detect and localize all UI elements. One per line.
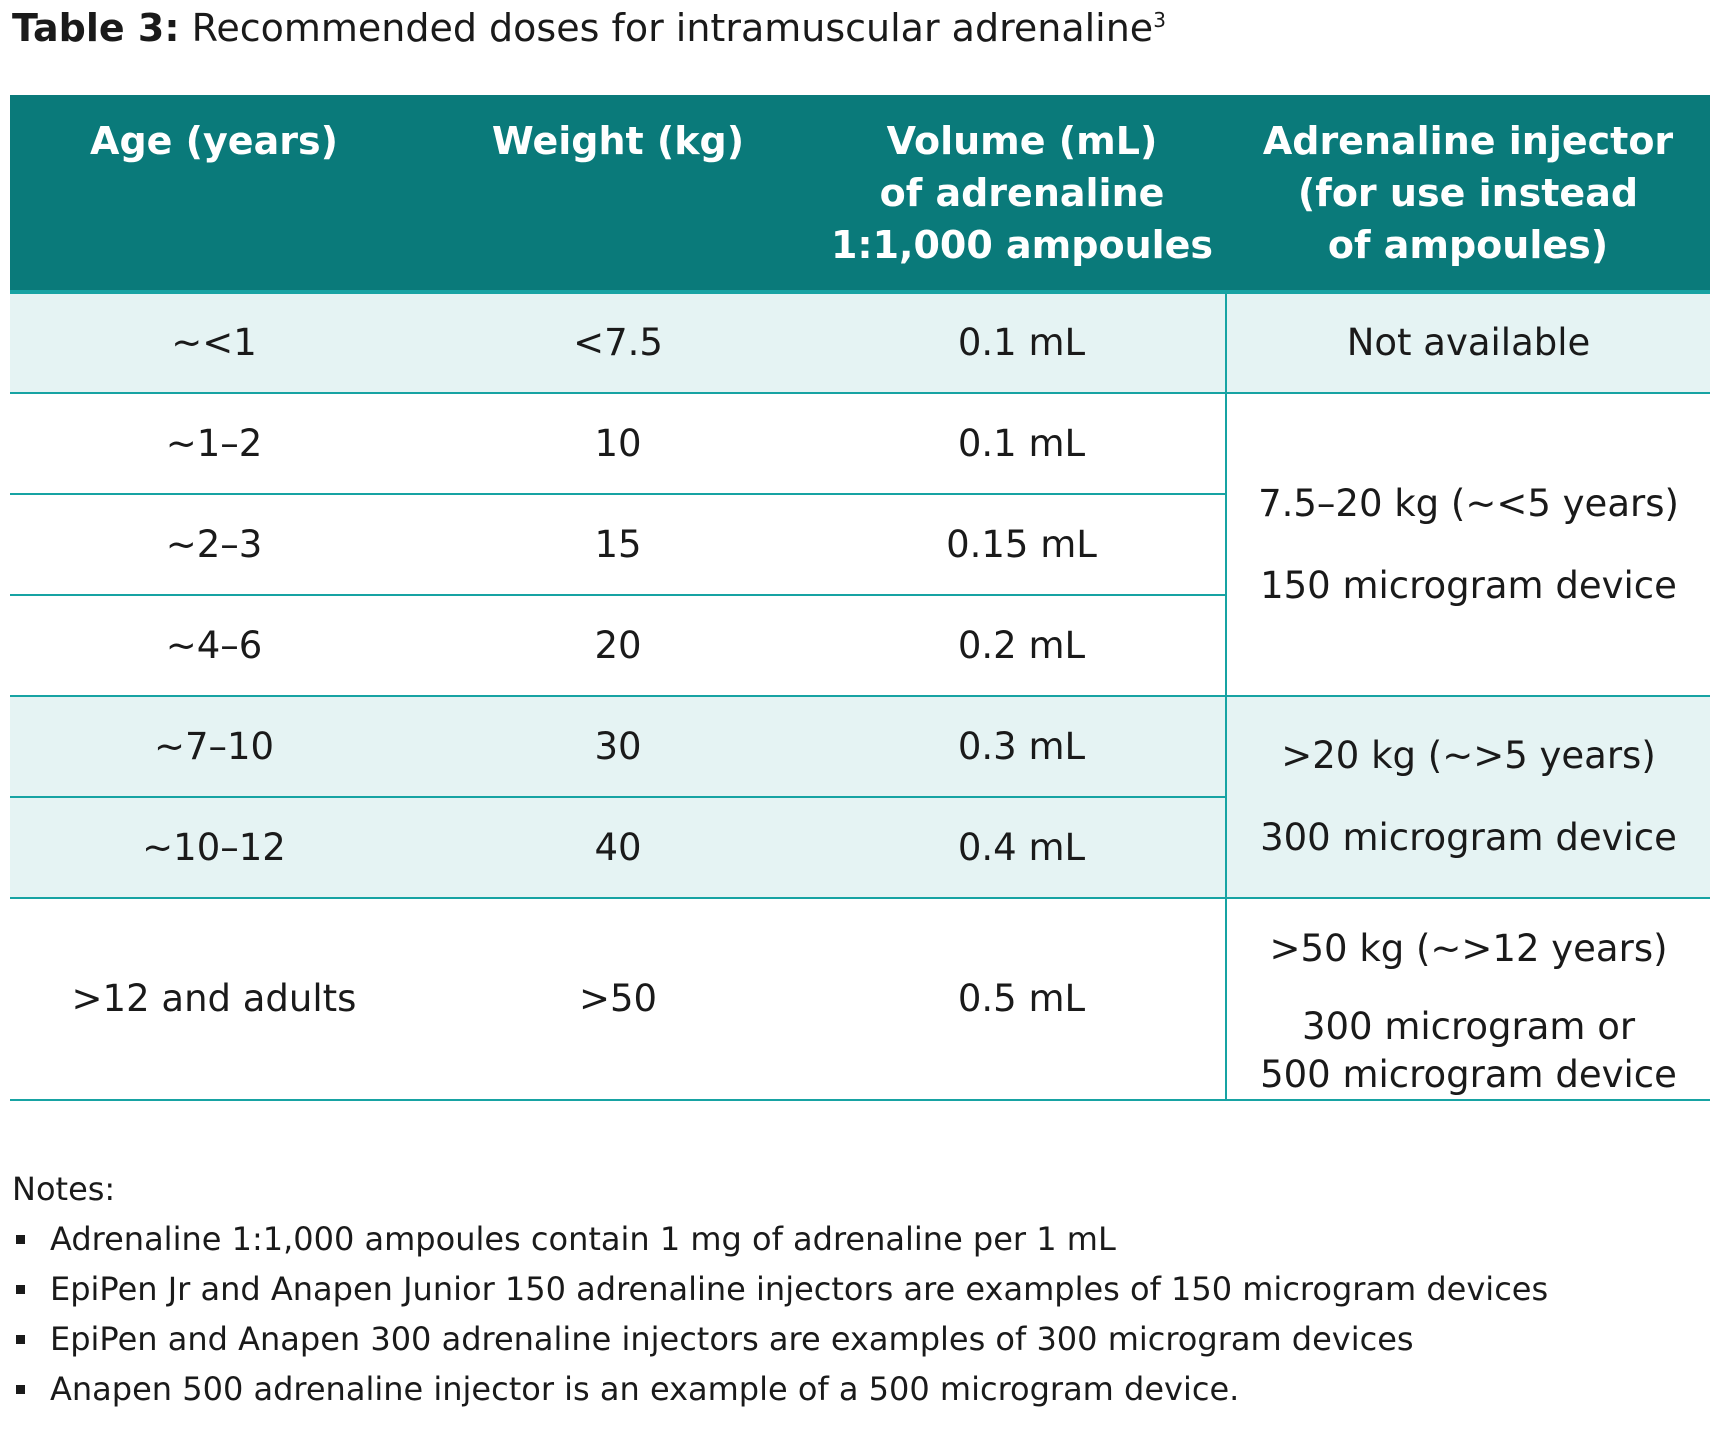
injector-cell: >20 kg (~>5 years) 300 microgram device <box>1225 696 1710 899</box>
table-row: ~10–12 40 0.4 mL <box>10 797 1710 899</box>
header-age: Age (years) <box>10 95 418 292</box>
list-item: Anapen 500 adrenaline injector is an exa… <box>12 1364 1548 1414</box>
notes-section: Notes: Adrenaline 1:1,000 ampoules conta… <box>12 1164 1548 1414</box>
age-cell: ~1–2 <box>10 393 418 495</box>
age-cell: ~7–10 <box>10 696 418 798</box>
notes-list: Adrenaline 1:1,000 ampoules contain 1 mg… <box>12 1214 1548 1414</box>
injector-cell: Not available <box>1225 292 1710 394</box>
header-injector: Adrenaline injector (for use instead of … <box>1226 95 1710 292</box>
header-volume: Volume (mL) of adrenaline 1:1,000 ampoul… <box>818 95 1226 292</box>
volume-cell: 0.2 mL <box>818 595 1226 697</box>
table-row: ~4–6 20 0.2 mL <box>10 595 1710 697</box>
age-cell: ~2–3 <box>10 494 418 596</box>
notes-title: Notes: <box>12 1170 116 1208</box>
table-caption: Recommended doses for intramuscular adre… <box>191 6 1154 50</box>
table-number: Table 3: <box>12 6 180 50</box>
volume-cell: 0.4 mL <box>818 797 1226 899</box>
age-cell: ~<1 <box>10 292 418 394</box>
table-title: Table 3: Recommended doses for intramusc… <box>12 2 1166 54</box>
volume-cell: 0.5 mL <box>818 898 1226 1101</box>
injector-cell: >50 kg (~>12 years) 300 microgram or 500… <box>1225 898 1710 1101</box>
weight-cell: 40 <box>418 797 818 899</box>
weight-cell: <7.5 <box>418 292 818 394</box>
table-row: >12 and adults >50 0.5 mL >50 kg (~>12 y… <box>10 898 1710 1101</box>
bullet-icon <box>16 1285 25 1294</box>
dose-table: Age (years) Weight (kg) Volume (mL) of a… <box>10 95 1710 1101</box>
table-row: ~<1 <7.5 0.1 mL Not available <box>10 292 1710 394</box>
list-item: EpiPen Jr and Anapen Junior 150 adrenali… <box>12 1264 1548 1314</box>
weight-cell: 30 <box>418 696 818 798</box>
volume-cell: 0.1 mL <box>818 292 1226 394</box>
reference-superscript: 3 <box>1153 8 1166 32</box>
header-weight: Weight (kg) <box>418 95 818 292</box>
header-row: Age (years) Weight (kg) Volume (mL) of a… <box>10 95 1710 292</box>
bullet-icon <box>16 1385 25 1394</box>
volume-cell: 0.1 mL <box>818 393 1226 495</box>
bullet-icon <box>16 1335 25 1344</box>
age-cell: ~4–6 <box>10 595 418 697</box>
table-row: ~7–10 30 0.3 mL >20 kg (~>5 years) 300 m… <box>10 696 1710 899</box>
injector-cell: 7.5–20 kg (~<5 years) 150 microgram devi… <box>1225 393 1710 697</box>
table-row: ~1–2 10 0.1 mL 7.5–20 kg (~<5 years) 150… <box>10 393 1710 697</box>
weight-cell: 10 <box>418 393 818 495</box>
volume-cell: 0.3 mL <box>818 696 1226 798</box>
list-item: EpiPen and Anapen 300 adrenaline injecto… <box>12 1314 1548 1364</box>
weight-cell: 20 <box>418 595 818 697</box>
list-item: Adrenaline 1:1,000 ampoules contain 1 mg… <box>12 1214 1548 1264</box>
table-row: ~2–3 15 0.15 mL <box>10 494 1710 596</box>
volume-cell: 0.15 mL <box>818 494 1226 596</box>
age-cell: ~10–12 <box>10 797 418 899</box>
bullet-icon <box>16 1235 25 1244</box>
age-cell: >12 and adults <box>10 898 418 1101</box>
weight-cell: >50 <box>418 898 818 1101</box>
weight-cell: 15 <box>418 494 818 596</box>
